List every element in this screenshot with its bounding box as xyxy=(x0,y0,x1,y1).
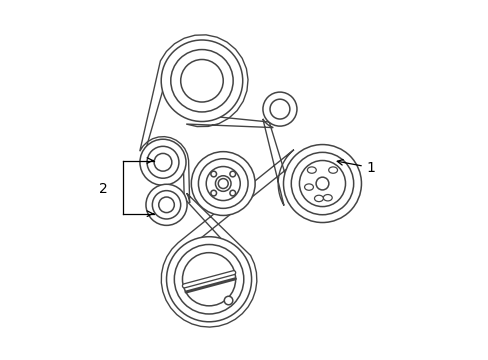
Circle shape xyxy=(152,191,181,219)
Circle shape xyxy=(154,153,171,171)
Ellipse shape xyxy=(314,195,323,202)
Circle shape xyxy=(224,296,232,305)
Circle shape xyxy=(315,177,328,190)
Circle shape xyxy=(170,50,233,112)
Circle shape xyxy=(206,167,240,201)
Circle shape xyxy=(161,40,242,122)
Circle shape xyxy=(159,197,174,213)
Polygon shape xyxy=(140,35,293,327)
Circle shape xyxy=(269,99,289,119)
Circle shape xyxy=(140,139,185,185)
Circle shape xyxy=(174,244,244,314)
Text: 1: 1 xyxy=(337,159,375,175)
Circle shape xyxy=(291,152,353,215)
Circle shape xyxy=(147,146,179,178)
Circle shape xyxy=(283,145,361,222)
Circle shape xyxy=(299,161,345,207)
Circle shape xyxy=(166,237,251,322)
Circle shape xyxy=(182,253,235,306)
Circle shape xyxy=(229,171,235,177)
Circle shape xyxy=(210,190,216,196)
Circle shape xyxy=(210,171,216,177)
Circle shape xyxy=(229,190,235,196)
Circle shape xyxy=(218,179,228,189)
Text: 2: 2 xyxy=(99,182,108,196)
Ellipse shape xyxy=(328,167,337,173)
Circle shape xyxy=(191,152,255,215)
Circle shape xyxy=(198,159,247,208)
Ellipse shape xyxy=(323,194,331,201)
Ellipse shape xyxy=(304,184,313,190)
Ellipse shape xyxy=(307,167,316,173)
Circle shape xyxy=(145,184,187,225)
Circle shape xyxy=(263,92,296,126)
Circle shape xyxy=(181,59,223,102)
Circle shape xyxy=(215,176,230,192)
